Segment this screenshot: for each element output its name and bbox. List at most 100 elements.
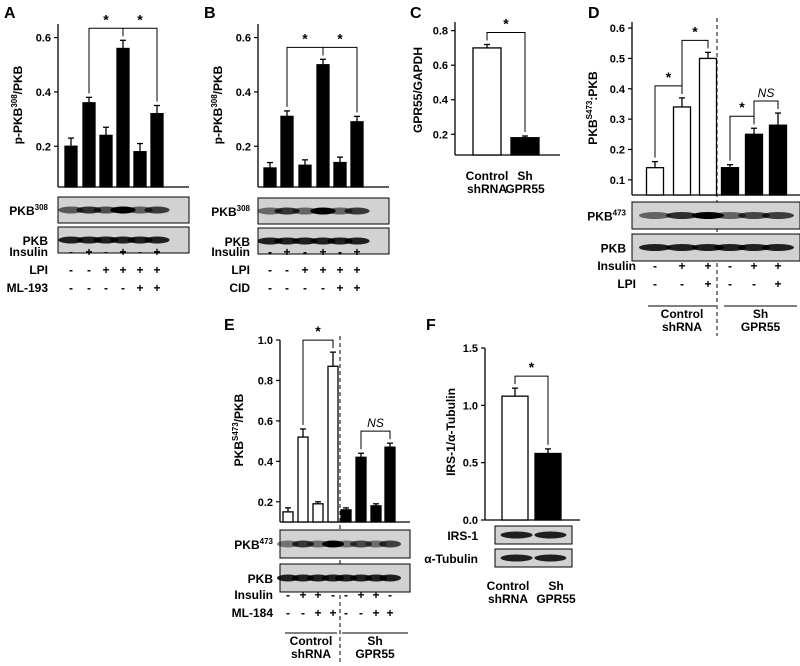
y-axis-label: GPR55/GAPDH [411,47,425,133]
condition-sign: + [153,245,160,259]
bar [297,436,309,523]
condition-sign: + [372,606,379,620]
condition-sign: - [728,259,732,273]
condition-sign: + [314,588,321,602]
blot-band [58,206,84,214]
bar [384,446,396,523]
condition-label: LPI [617,277,636,291]
blot-label-text: PKB [225,235,251,249]
bar [350,121,364,188]
condition-sign: - [359,606,363,620]
condition-label: Insulin [211,245,250,259]
condition-sign: + [774,277,781,291]
blot-band [692,244,724,251]
blot-band [666,212,698,219]
group-label: GPR55 [505,182,545,196]
condition-sign: - [728,277,732,291]
blot-band [639,244,671,251]
y-tick-label: 0.4 [36,87,52,99]
condition-sign: - [268,281,272,295]
y-tick-label: 0.4 [258,456,274,468]
blot-band [714,244,746,251]
condition-sign: - [680,277,684,291]
y-tick-label: 0.4 [433,95,449,107]
group-label: Sh [548,579,563,593]
y-axis-label: p-PKB308/PKB [210,65,225,144]
condition-sign: + [678,259,685,273]
y-tick-label: 0.1 [610,175,625,187]
blot-label-text: PKB [234,538,260,552]
bar [645,167,665,196]
blot-band [738,212,770,219]
group-label: shRNA [488,592,528,606]
condition-sign: - [268,245,272,259]
condition-sign: + [136,263,143,277]
condition-label: CID [229,281,250,295]
condition-sign: + [704,259,711,273]
bar [340,509,352,523]
condition-sign: + [372,588,379,602]
bar [298,164,312,188]
blot-band [762,212,794,219]
significance-label: * [337,30,343,46]
blot-label-text: α-Tubulin [424,552,478,566]
panel-letter: F [426,317,436,334]
y-tick-label: 0.5 [610,53,625,65]
blot-label: PKB [601,242,627,256]
significance-bracket [322,46,358,113]
blot-band [639,212,671,219]
condition-sign: + [353,281,360,295]
condition-sign: + [85,245,92,259]
condition-label: Insulin [9,245,48,259]
y-tick-label: 0.8 [433,26,448,38]
significance-label: * [302,30,308,46]
significance-bracket [360,430,391,450]
bar [280,115,294,188]
panel-a: A0.20.40.6p-PKB308/PKB* *PKB308PKBInsulin… [4,5,190,295]
condition-sign: + [136,281,143,295]
blot-strip [494,525,573,545]
condition-sign: - [303,281,307,295]
bar [768,124,788,196]
condition-sign: - [104,281,108,295]
significance-bracket [486,31,526,132]
group-label: Sh [517,169,532,183]
y-tick-label: 0.2 [236,141,251,153]
condition-sign: + [314,606,321,620]
y-tick-label: 0.2 [610,144,625,156]
panel-b: B0.20.40.6p-PKB308/PKB* *PKB308PKBInsulin… [204,5,390,295]
condition-sign: - [344,606,348,620]
condition-sign: + [336,281,343,295]
condition-label: ML-193 [7,281,49,295]
blot-band [144,206,170,214]
significance-bracket [122,27,158,102]
panel-letter: B [204,5,216,22]
significance-bracket [302,339,334,425]
condition-sign: - [285,263,289,277]
condition-sign: - [286,588,290,602]
y-axis-label: PKBS473:PKB [585,71,600,145]
bar [282,511,294,523]
significance-label: * [103,11,109,27]
y-tick-label: 0.3 [610,114,625,126]
significance-label: * [137,11,143,27]
panel-letter: A [4,5,16,22]
blot-band [500,531,533,539]
condition-sign: + [319,245,326,259]
bar [99,134,113,188]
blot-band [534,531,567,539]
y-axis-label: PKBS473/PKB [231,393,246,466]
condition-sign: - [104,245,108,259]
blot-band [666,244,698,251]
bar [64,145,78,188]
y-tick-label: 1.0 [258,335,273,347]
group-label: Sh [753,307,768,321]
y-label-part: :PKB [586,71,600,101]
y-tick-label: 0.2 [258,497,273,509]
bar [510,137,540,156]
bar [133,151,147,188]
condition-sign: - [301,606,305,620]
condition-sign: + [153,263,160,277]
blot-label: α-Tubulin [424,552,478,566]
